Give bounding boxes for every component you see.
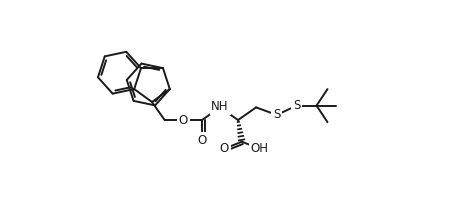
Text: NH: NH xyxy=(212,100,229,113)
Text: O: O xyxy=(179,114,188,126)
Text: O: O xyxy=(220,142,229,155)
Text: S: S xyxy=(293,99,300,112)
Text: S: S xyxy=(273,108,281,121)
Text: OH: OH xyxy=(251,142,268,155)
Text: O: O xyxy=(197,134,207,147)
